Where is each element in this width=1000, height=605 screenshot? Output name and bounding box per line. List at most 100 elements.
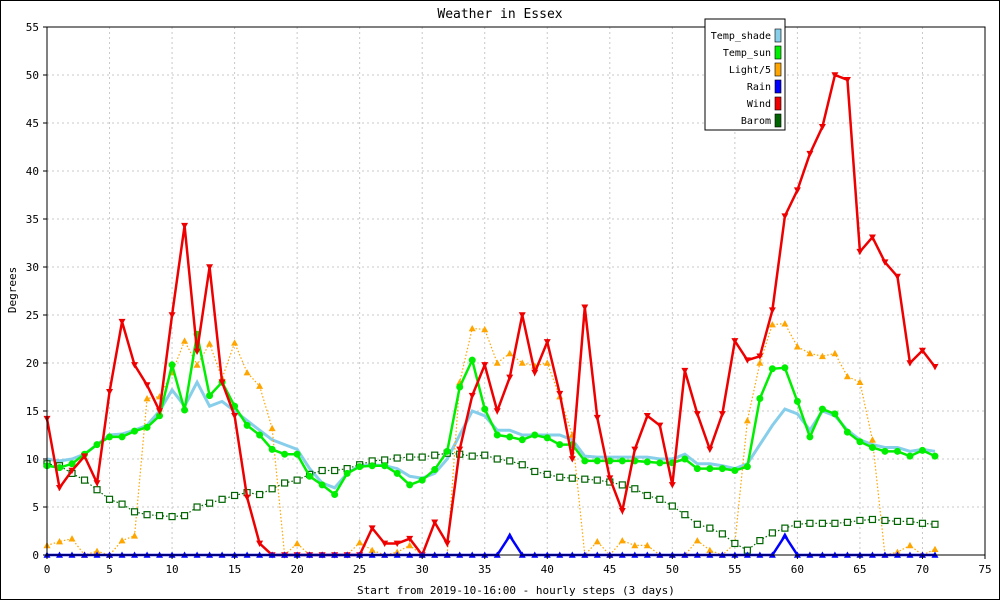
data-point-light-5 bbox=[406, 541, 414, 549]
data-point-temp-sun bbox=[656, 459, 664, 467]
data-point-temp-sun bbox=[706, 465, 714, 473]
data-point-barom bbox=[518, 461, 526, 469]
data-point-barom bbox=[806, 519, 814, 527]
data-point-temp-sun bbox=[281, 450, 289, 458]
x-tick-label: 40 bbox=[541, 563, 554, 576]
data-point-wind bbox=[918, 347, 926, 355]
data-point-barom bbox=[168, 512, 176, 521]
y-tick-label: 40 bbox=[26, 165, 39, 178]
data-point-wind bbox=[68, 467, 76, 475]
data-point-light-5 bbox=[518, 359, 526, 366]
data-point-wind bbox=[768, 307, 776, 314]
y-tick-label: 55 bbox=[26, 21, 39, 34]
data-point-temp-sun bbox=[756, 395, 764, 403]
legend-label-barom: Barom bbox=[741, 116, 771, 127]
data-point-temp-sun bbox=[693, 465, 701, 473]
data-point-temp-sun bbox=[456, 383, 464, 391]
x-tick-label: 20 bbox=[291, 563, 304, 576]
data-point-temp-sun bbox=[918, 446, 926, 454]
y-tick-label: 0 bbox=[32, 549, 39, 562]
data-point-barom bbox=[506, 457, 514, 465]
data-point-barom bbox=[593, 476, 601, 484]
data-point-barom bbox=[493, 455, 501, 463]
data-point-barom bbox=[406, 453, 414, 461]
data-point-light-5 bbox=[231, 339, 239, 346]
x-tick-label: 5 bbox=[106, 563, 113, 576]
data-point-light-5 bbox=[618, 537, 626, 544]
data-point-wind bbox=[931, 364, 939, 371]
data-point-wind bbox=[606, 475, 614, 482]
data-point-wind bbox=[456, 446, 464, 453]
data-point-wind bbox=[643, 413, 651, 420]
data-point-wind bbox=[118, 318, 126, 326]
data-point-wind bbox=[231, 413, 239, 420]
y-tick-label: 30 bbox=[26, 261, 39, 274]
data-point-wind bbox=[806, 150, 814, 158]
x-tick-label: 60 bbox=[791, 563, 804, 576]
data-point-rain bbox=[781, 532, 789, 539]
x-tick-label: 75 bbox=[978, 563, 991, 576]
data-point-temp-sun bbox=[831, 410, 839, 418]
data-point-temp-sun bbox=[143, 423, 151, 431]
data-point-light-5 bbox=[706, 546, 714, 553]
data-point-barom bbox=[543, 470, 551, 478]
data-point-wind bbox=[193, 348, 201, 355]
data-point-barom bbox=[918, 519, 927, 527]
data-point-temp-sun bbox=[68, 460, 76, 468]
data-point-temp-sun bbox=[443, 447, 451, 455]
axis-ticks: 0 5 10 15 20 25 30 35 40 45 50 55 60 65 70 75 0 5 10 15 20 25… bbox=[26, 21, 992, 576]
data-point-wind bbox=[843, 77, 851, 84]
data-point-wind bbox=[881, 259, 889, 266]
data-point-temp-sun bbox=[418, 476, 426, 484]
data-point-temp-sun bbox=[393, 469, 401, 477]
data-point-wind bbox=[706, 446, 714, 453]
legend-swatch-wind bbox=[774, 96, 782, 111]
data-point-temp-sun bbox=[293, 450, 301, 458]
data-point-wind bbox=[743, 357, 751, 364]
data-point-temp-sun bbox=[731, 467, 739, 475]
x-tick-label: 10 bbox=[165, 563, 178, 576]
data-point-temp-sun bbox=[768, 365, 776, 373]
data-point-light-5 bbox=[693, 537, 701, 544]
y-axis-label: Degrees bbox=[6, 267, 19, 313]
data-point-barom bbox=[318, 466, 326, 475]
data-point-light-5 bbox=[818, 352, 826, 360]
data-point-temp-sun bbox=[118, 433, 126, 441]
data-point-light-5 bbox=[206, 340, 214, 347]
data-point-barom bbox=[843, 518, 852, 526]
data-point-wind bbox=[181, 222, 189, 230]
data-point-temp-sun bbox=[381, 462, 389, 470]
data-point-light-5 bbox=[193, 361, 201, 368]
legend-label-temp-shade: Temp_shade bbox=[711, 31, 771, 42]
data-point-temp-sun bbox=[781, 364, 789, 372]
plot-border bbox=[46, 26, 986, 556]
data-point-barom bbox=[268, 485, 276, 493]
x-tick-label: 35 bbox=[478, 563, 491, 576]
chart-title: Weather in Essex bbox=[437, 7, 562, 22]
data-point-wind bbox=[868, 234, 876, 241]
data-point-barom bbox=[331, 466, 339, 475]
data-point-barom bbox=[931, 520, 939, 528]
x-tick-label: 30 bbox=[416, 563, 429, 576]
data-point-wind bbox=[856, 248, 864, 256]
data-point-temp-sun bbox=[106, 433, 114, 441]
data-point-barom bbox=[118, 500, 126, 508]
data-point-temp-sun bbox=[168, 361, 176, 369]
data-point-barom bbox=[281, 479, 289, 487]
data-point-temp-sun bbox=[906, 452, 914, 460]
data-point-barom bbox=[256, 490, 264, 499]
x-tick-label: 45 bbox=[603, 563, 616, 576]
data-point-barom bbox=[893, 517, 902, 526]
data-point-light-5 bbox=[593, 538, 601, 545]
data-point-temp-sun bbox=[531, 431, 539, 439]
data-point-barom bbox=[80, 476, 89, 484]
data-point-temp-sun bbox=[618, 457, 626, 465]
series-line-wind bbox=[45, 73, 936, 558]
data-point-barom bbox=[718, 530, 726, 538]
data-point-temp-sun bbox=[881, 447, 889, 455]
data-point-barom bbox=[693, 520, 701, 528]
data-point-wind bbox=[81, 453, 89, 460]
data-point-wind bbox=[406, 535, 414, 543]
series-line-temp-sun bbox=[46, 333, 936, 497]
data-point-temp-sun bbox=[818, 405, 826, 413]
